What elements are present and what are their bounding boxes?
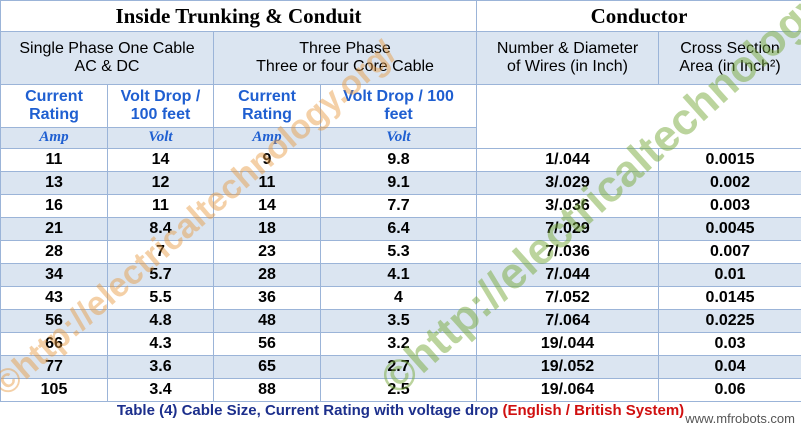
- table-cell: 0.0015: [658, 148, 801, 172]
- table-cell: 48: [213, 309, 321, 333]
- column-header: Volt Drop / 100 feet: [319, 84, 478, 128]
- table-cell: 3/.036: [476, 194, 660, 218]
- table-cell: 28: [0, 240, 108, 264]
- table-cell: 66: [0, 332, 108, 356]
- unit: Volt: [319, 127, 478, 149]
- unit: Volt: [107, 127, 214, 149]
- table-cell: 7.7: [319, 194, 478, 218]
- table-cell: 0.03: [658, 332, 801, 356]
- table-row: 21 8.4 18 6.4 7/.029 0.0045: [0, 217, 801, 241]
- table-cell: 0.06: [658, 378, 801, 402]
- table-cell: 18: [213, 217, 321, 241]
- table-cell: 0.007: [658, 240, 801, 264]
- table-cell: 11: [0, 148, 108, 172]
- blank-cell: [476, 84, 801, 149]
- footer-mark: www.mfrobots.com: [685, 411, 795, 426]
- table-cell: 4.1: [319, 263, 478, 287]
- table-row: 56 4.8 48 3.5 7/.064 0.0225: [0, 309, 801, 333]
- table-cell: 9.1: [319, 171, 478, 195]
- table-cell: 56: [0, 309, 108, 333]
- caption: Table (4) Cable Size, Current Rating wit…: [0, 402, 801, 419]
- table-cell: 11: [213, 171, 321, 195]
- table-row: 16 11 14 7.7 3/.036 0.003: [0, 194, 801, 218]
- table-cell: 0.0045: [658, 217, 801, 241]
- table-cell: 65: [213, 355, 321, 379]
- table-cell: 4.3: [107, 332, 214, 356]
- table-cell: 77: [0, 355, 108, 379]
- table-cell: 0.003: [658, 194, 801, 218]
- table-cell: 7/.064: [476, 309, 660, 333]
- unit: Amp: [0, 127, 108, 149]
- table-cell: 1/.044: [476, 148, 660, 172]
- table-cell: 28: [213, 263, 321, 287]
- table-cell: 34: [0, 263, 108, 287]
- cable-table: Inside Trunking & Conduit Conductor Singl…: [0, 0, 801, 402]
- table-cell: 7: [107, 240, 214, 264]
- table-cell: 3/.029: [476, 171, 660, 195]
- table-row: 43 5.5 36 4 7/.052 0.0145: [0, 286, 801, 310]
- table-cell: 0.0145: [658, 286, 801, 310]
- table-cell: 12: [107, 171, 214, 195]
- table-cell: 0.002: [658, 171, 801, 195]
- table-cell: 7/.029: [476, 217, 660, 241]
- table-cell: 3.5: [319, 309, 478, 333]
- caption-text: Table (4) Cable Size, Current Rating wit…: [116, 402, 499, 419]
- column-header: Current Rating: [0, 84, 108, 128]
- table-cell: 43: [0, 286, 108, 310]
- table-cell: 19/.044: [476, 332, 660, 356]
- group-header: Three Phase Three or four Core Cable: [212, 31, 478, 85]
- table-row: 77 3.6 65 2.7 19/.052 0.04: [0, 355, 801, 379]
- table-cell: 5.3: [319, 240, 478, 264]
- table-row: 11 14 9 9.8 1/.044 0.0015: [0, 148, 801, 172]
- table-cell: 5.5: [107, 286, 214, 310]
- column-header: Current Rating: [213, 84, 321, 128]
- table-cell: 88: [213, 378, 321, 402]
- table-cell: 14: [213, 194, 321, 218]
- group-header: Number & Diameter of Wires (in Inch): [476, 31, 660, 85]
- table-cell: 19/.064: [476, 378, 660, 402]
- table-cell: 11: [107, 194, 214, 218]
- table-cell: 56: [213, 332, 321, 356]
- table-cell: 21: [0, 217, 108, 241]
- table-cell: 3.2: [319, 332, 478, 356]
- table-cell: 19/.052: [476, 355, 660, 379]
- table-row: 13 12 11 9.1 3/.029 0.002: [0, 171, 801, 195]
- table-row: 28 7 23 5.3 7/.036 0.007: [0, 240, 801, 264]
- table-cell: 14: [107, 148, 214, 172]
- table-row: 105 3.4 88 2.5 19/.064 0.06: [0, 378, 801, 402]
- table-cell: 9: [213, 148, 321, 172]
- table-cell: 4: [319, 286, 478, 310]
- table-row: 34 5.7 28 4.1 7/.044 0.01: [0, 263, 801, 287]
- table-cell: 105: [0, 378, 108, 402]
- table-cell: 0.04: [658, 355, 801, 379]
- group-header: Cross Section Area (in Inch²): [658, 31, 801, 85]
- table-cell: 7/.052: [476, 286, 660, 310]
- table-cell: 16: [0, 194, 108, 218]
- table-cell: 23: [213, 240, 321, 264]
- group-header: Single Phase One Cable AC & DC: [0, 31, 214, 85]
- title-left: Inside Trunking & Conduit: [0, 0, 478, 32]
- table-cell: 7/.044: [476, 263, 660, 287]
- unit: Amp: [213, 127, 321, 149]
- table-cell: 0.0225: [658, 309, 801, 333]
- table-cell: 2.5: [319, 378, 478, 402]
- table-cell: 5.7: [107, 263, 214, 287]
- caption-note: (English / British System): [502, 402, 685, 419]
- table-cell: 3.4: [107, 378, 214, 402]
- title-right: Conductor: [476, 0, 801, 32]
- table-cell: 9.8: [319, 148, 478, 172]
- table-cell: 7/.036: [476, 240, 660, 264]
- column-header: Volt Drop / 100 feet: [107, 84, 214, 128]
- table-cell: 3.6: [107, 355, 214, 379]
- table-row: 66 4.3 56 3.2 19/.044 0.03: [0, 332, 801, 356]
- table-cell: 2.7: [319, 355, 478, 379]
- table-cell: 0.01: [658, 263, 801, 287]
- table-cell: 4.8: [107, 309, 214, 333]
- table-cell: 8.4: [107, 217, 214, 241]
- table-cell: 13: [0, 171, 108, 195]
- table-cell: 36: [213, 286, 321, 310]
- table-cell: 6.4: [319, 217, 478, 241]
